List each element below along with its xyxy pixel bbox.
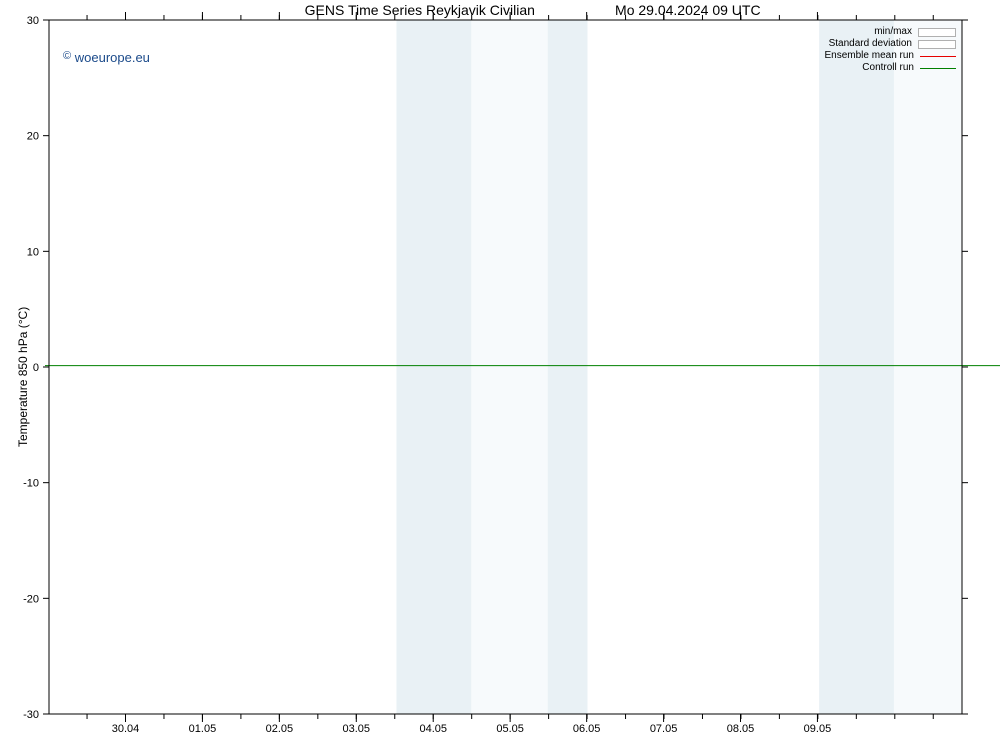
shaded-band <box>819 20 894 714</box>
x-tick-label: 07.05 <box>650 723 678 733</box>
legend-label: Standard deviation <box>829 38 912 50</box>
shaded-band <box>548 20 588 714</box>
shaded-band <box>894 20 962 714</box>
y-tick-label: -30 <box>23 709 39 721</box>
y-tick-label: 0 <box>33 362 39 374</box>
shaded-band <box>471 20 548 714</box>
legend-item: Standard deviation <box>825 38 957 50</box>
y-tick-label: 20 <box>27 131 39 143</box>
legend-item: Ensemble mean run <box>825 50 957 62</box>
x-tick-label: 05.05 <box>496 723 524 733</box>
chart-container: GENS Time Series Reykjavik Civilian Mo 2… <box>0 0 1000 733</box>
legend-item: Controll run <box>825 62 957 74</box>
legend-swatch <box>918 28 956 37</box>
legend-label: min/max <box>874 26 912 38</box>
x-tick-label: 04.05 <box>419 723 447 733</box>
x-tick-label: 06.05 <box>573 723 601 733</box>
y-tick-label: -20 <box>23 593 39 605</box>
legend-label: Ensemble mean run <box>825 50 915 62</box>
legend-item: min/max <box>825 26 957 38</box>
legend-swatch <box>920 56 956 57</box>
y-tick-label: 30 <box>27 15 39 27</box>
legend-swatch <box>920 68 956 69</box>
y-tick-label: 10 <box>27 246 39 258</box>
legend: min/maxStandard deviationEnsemble mean r… <box>825 26 957 74</box>
legend-swatch <box>918 40 956 49</box>
x-tick-label: 09.05 <box>804 723 832 733</box>
x-tick-label: 02.05 <box>266 723 294 733</box>
x-tick-label: 01.05 <box>189 723 217 733</box>
x-tick-label: 03.05 <box>343 723 371 733</box>
x-tick-label: 08.05 <box>727 723 755 733</box>
plot-area: -30 -20 -10 0 10 20 30 30.04 01.05 02.05 03.05 04.0… <box>0 0 1000 733</box>
x-tick-label: 30.04 <box>112 723 140 733</box>
y-tick-label: -10 <box>23 478 39 490</box>
shaded-band <box>396 20 471 714</box>
legend-label: Controll run <box>862 62 914 74</box>
